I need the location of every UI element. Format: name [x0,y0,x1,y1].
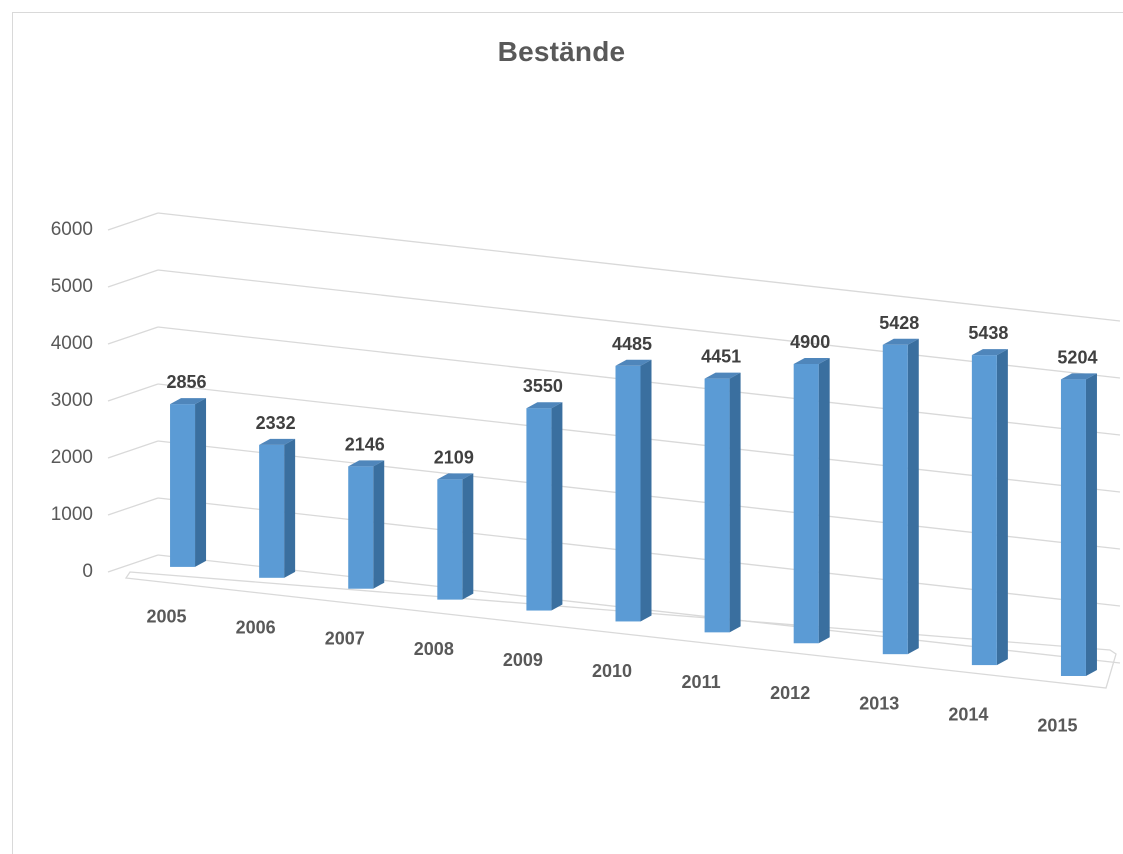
bars: 2856 2332 2146 2109 3550 4485 4451 4900 5428 5438… [167,313,1097,676]
chart-floor [124,571,1117,689]
bar-2013 [882,338,919,655]
bar-top [259,438,296,445]
bar-front [793,363,819,644]
y-tick-label: 0 [82,561,93,582]
x-tick-label-2014: 2014 [948,705,988,725]
bar-top [704,372,741,379]
y-axis-ticks: 0 1000 2000 3000 4000 5000 6000 [51,219,93,582]
bar-top [170,398,207,405]
y-tick-label: 3000 [51,390,93,411]
bar-2014 [971,349,1008,666]
bar-side [462,473,474,600]
x-tick-label-2007: 2007 [325,628,365,648]
x-tick-label-2010: 2010 [592,661,632,681]
x-tick-label-2013: 2013 [859,694,899,714]
bar-front [437,479,463,600]
bar-top [1060,373,1097,380]
bar-top [882,338,919,345]
gridline-5000 [157,269,1121,379]
bar-side [551,402,563,611]
bar-front [971,355,997,666]
bar-side [907,338,919,655]
bar-side [284,438,296,578]
gridline-side-5000 [107,269,159,288]
y-tick-label: 5000 [51,276,93,297]
bar-top [437,473,474,480]
bar-side [195,398,207,567]
x-tick-label-2009: 2009 [503,650,543,670]
y-tick-label: 4000 [51,333,93,354]
bar-side [818,357,830,644]
gridline-side-2000 [107,440,159,459]
bar-side [996,349,1008,666]
bar-top [793,357,830,364]
data-label-2010: 4485 [612,334,652,354]
data-label-2013: 5428 [879,313,919,333]
bar-top [971,349,1008,356]
data-label-2006: 2332 [256,413,296,433]
data-label-2015: 5204 [1057,347,1097,367]
bar-2010 [615,359,652,622]
gridline-side-1000 [107,497,159,516]
gridline-side-6000 [107,212,159,231]
data-label-2012: 4900 [790,332,830,352]
bar-front [615,365,641,622]
bar-2015 [1060,373,1097,676]
bar-front [526,408,552,611]
y-tick-label: 1000 [51,504,93,525]
bar-top [615,359,652,366]
gridline-side-3000 [107,383,159,402]
data-label-2005: 2856 [167,372,207,392]
gridline-6000 [157,212,1121,322]
bar-2005 [170,398,207,567]
bar-side [1085,373,1097,676]
x-tick-label-2008: 2008 [414,639,454,659]
chart-title: Bestände [497,36,626,67]
bar-2011 [704,372,741,633]
y-tick-label: 2000 [51,447,93,468]
bar-2008 [437,473,474,600]
gridline-side-4000 [107,326,159,345]
bar-front [1060,379,1086,676]
y-tick-label: 6000 [51,219,93,240]
bar-side [729,372,741,633]
data-label-2011: 4451 [701,347,741,367]
x-tick-label-2012: 2012 [770,683,810,703]
data-label-2014: 5438 [968,323,1008,343]
bar-front [704,378,730,633]
x-tick-label-2005: 2005 [147,606,187,626]
gridline-side-0 [107,554,159,573]
data-label-2007: 2146 [345,434,385,454]
bar-side [640,359,652,622]
x-tick-label-2015: 2015 [1037,716,1077,736]
bar-2006 [259,438,296,578]
x-tick-label-2011: 2011 [682,672,721,692]
bar-front [259,444,285,578]
x-tick-label-2006: 2006 [236,617,276,637]
data-label-2009: 3550 [523,376,563,396]
bar-front [170,404,196,567]
bar-top [348,460,385,467]
bar-2007 [348,460,385,589]
bar-front [882,344,908,655]
bar-2009 [526,402,563,611]
bar-top [526,402,563,409]
data-label-2008: 2109 [434,447,474,467]
x-axis-labels: 2005 2006 2007 2008 2009 2010 2011 2012 2013 2014… [147,606,1078,735]
bar-side [373,460,385,589]
bar-2012 [793,357,830,644]
bar-front [348,466,374,589]
